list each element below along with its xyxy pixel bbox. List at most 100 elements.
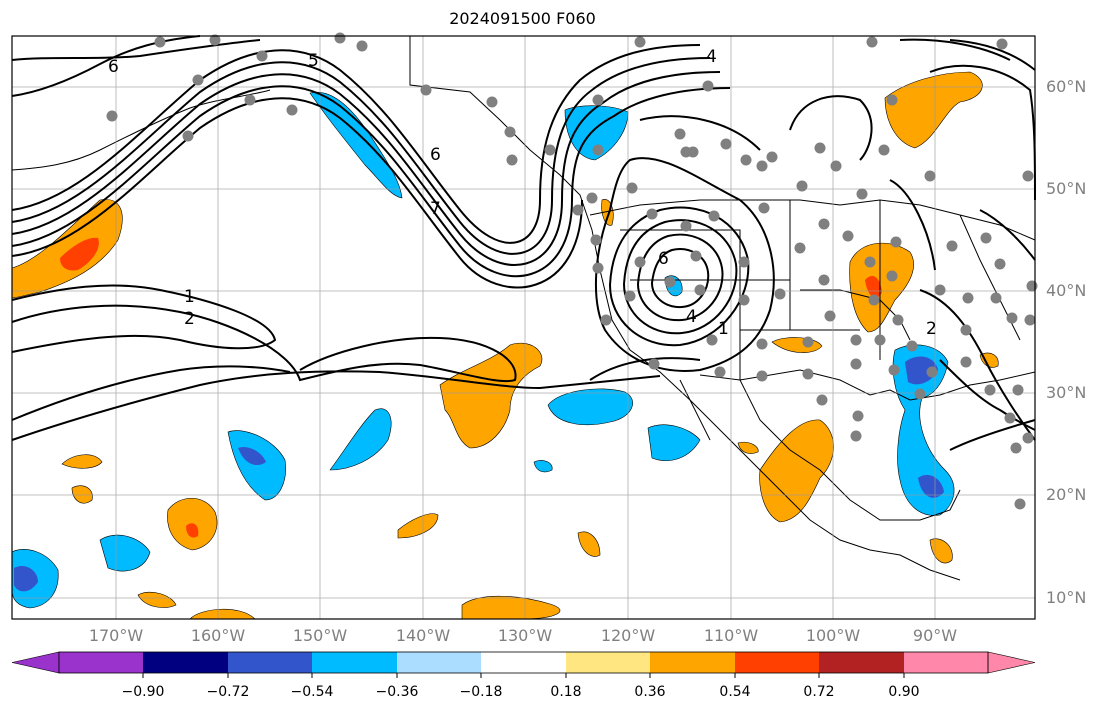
colorbar-tick-label: −0.18 bbox=[459, 684, 503, 700]
contour-label: 6 bbox=[108, 57, 119, 77]
contour-label: 5 bbox=[308, 51, 319, 71]
colorbar-segment bbox=[904, 652, 988, 673]
station-dot bbox=[714, 366, 726, 378]
lon-label: 100°W bbox=[805, 626, 861, 645]
colorbar bbox=[11, 651, 1036, 678]
station-dot bbox=[866, 36, 878, 48]
orange-field-small4 bbox=[577, 531, 601, 557]
station-dot bbox=[690, 250, 702, 262]
station-dot bbox=[818, 274, 830, 286]
station-dot bbox=[856, 188, 868, 200]
lon-label: 130°W bbox=[497, 626, 553, 645]
station-dot bbox=[984, 384, 996, 396]
station-dot bbox=[106, 110, 118, 122]
colorbar-segment bbox=[228, 652, 312, 673]
station-dot bbox=[634, 256, 646, 268]
station-dot bbox=[356, 40, 368, 52]
station-dot bbox=[842, 230, 854, 242]
red-field-hawaii bbox=[186, 523, 199, 538]
station-dot bbox=[890, 236, 902, 248]
station-dot bbox=[674, 128, 686, 140]
station-dot bbox=[888, 364, 900, 376]
station-dot bbox=[592, 94, 604, 106]
station-dot bbox=[486, 96, 498, 108]
station-dot bbox=[962, 292, 974, 304]
contour-label: 2 bbox=[926, 319, 937, 339]
lat-label: 60°N bbox=[1046, 77, 1087, 96]
station-dot bbox=[209, 34, 221, 46]
station-dot bbox=[816, 394, 828, 406]
orange-field-west bbox=[11, 199, 123, 299]
shaded-anomalies bbox=[11, 71, 999, 620]
colorbar-segment bbox=[312, 652, 397, 673]
colorbar-tick-label: 0.36 bbox=[634, 684, 666, 700]
orange-field-small2 bbox=[71, 485, 93, 504]
station-dot bbox=[182, 130, 194, 142]
station-dot bbox=[1004, 412, 1016, 424]
contour-label: 4 bbox=[706, 47, 717, 67]
station-dot bbox=[420, 84, 432, 96]
orange-field-mid bbox=[439, 343, 543, 449]
purple-field-south bbox=[238, 446, 266, 466]
colorbar-tick-label: 0.54 bbox=[719, 684, 751, 700]
graticule bbox=[12, 36, 1035, 619]
station-dot bbox=[818, 218, 830, 230]
station-dots bbox=[106, 32, 1038, 510]
blue-field-small2 bbox=[647, 424, 701, 461]
purple-field-gulf bbox=[905, 356, 938, 385]
station-dot bbox=[624, 290, 636, 302]
station-dot bbox=[794, 242, 806, 254]
colorbar-segment bbox=[735, 652, 819, 673]
station-dot bbox=[590, 234, 602, 246]
colorbar-tick-label: −0.36 bbox=[375, 684, 419, 700]
station-dot bbox=[1012, 384, 1024, 396]
colorbar-extension-low bbox=[11, 651, 60, 674]
station-dot bbox=[756, 160, 768, 172]
contour-label: 6 bbox=[658, 249, 669, 269]
station-dot bbox=[1010, 442, 1022, 454]
purple-field-sw bbox=[14, 565, 38, 592]
station-dot bbox=[926, 366, 938, 378]
lat-label: 10°N bbox=[1046, 588, 1087, 607]
station-dot bbox=[924, 170, 936, 182]
contour-lines bbox=[11, 35, 1036, 451]
orange-field-east-pac bbox=[397, 513, 439, 539]
station-dot bbox=[1014, 498, 1026, 510]
station-dot bbox=[796, 180, 808, 192]
station-dot bbox=[1006, 312, 1018, 324]
orange-field-mexico bbox=[759, 419, 834, 523]
station-dot bbox=[850, 358, 862, 370]
orange-field-small8 bbox=[737, 441, 759, 454]
colorbar-segment bbox=[143, 652, 228, 673]
station-dot bbox=[506, 154, 518, 166]
station-dot bbox=[1024, 314, 1036, 326]
lat-label: 40°N bbox=[1046, 281, 1087, 300]
station-dot bbox=[738, 256, 750, 268]
station-dot bbox=[680, 220, 692, 232]
colorbar-tick-label: 0.18 bbox=[550, 684, 582, 700]
blue-field-alaska bbox=[309, 91, 403, 199]
station-dot bbox=[720, 138, 732, 150]
station-dot bbox=[892, 314, 904, 326]
station-dot bbox=[960, 324, 972, 336]
colorbar-tick-label: −0.90 bbox=[121, 684, 165, 700]
station-dot bbox=[850, 334, 862, 346]
blue-field-mid bbox=[547, 388, 633, 426]
contour-label: 2 bbox=[184, 309, 195, 329]
red-field-plains bbox=[865, 276, 882, 298]
station-dot bbox=[756, 370, 768, 382]
station-dot bbox=[706, 334, 718, 346]
blue-field-central bbox=[329, 408, 392, 471]
colorbar-segment bbox=[650, 652, 735, 673]
contour-label: 6 bbox=[430, 145, 441, 165]
station-dot bbox=[648, 358, 660, 370]
lat-label: 20°N bbox=[1046, 485, 1087, 504]
station-dot bbox=[694, 284, 706, 296]
station-dot bbox=[934, 284, 946, 296]
lon-label: 120°W bbox=[600, 626, 656, 645]
colorbar-outline bbox=[58, 651, 989, 674]
contour-label: 7 bbox=[430, 199, 441, 219]
contour-label-group: 6 5 4 6 7 1 2 6 4 1 2 bbox=[108, 47, 937, 339]
station-dot bbox=[824, 310, 836, 322]
station-dot bbox=[687, 146, 699, 158]
